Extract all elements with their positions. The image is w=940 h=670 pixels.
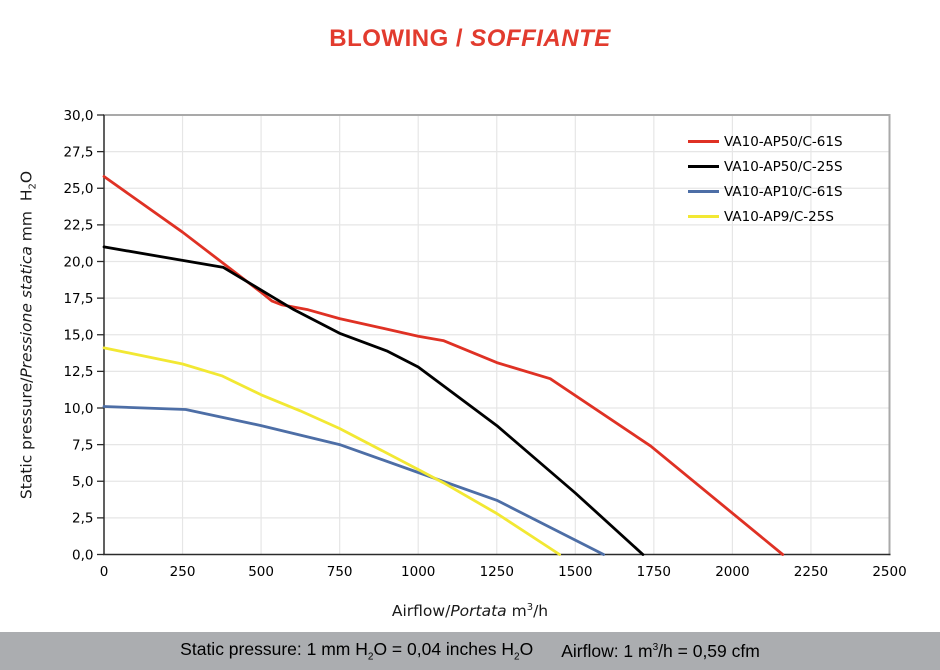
y-tick-label-17,5: 17,5 bbox=[63, 291, 93, 307]
y-tick-label-25,0: 25,0 bbox=[63, 181, 93, 197]
x-axis-title-unit: m bbox=[506, 602, 527, 621]
legend-label: VA10-AP9/C-25S bbox=[724, 208, 834, 225]
legend-label: VA10-AP50/C-61S bbox=[724, 133, 843, 150]
y-tick-label-5,0: 5,0 bbox=[72, 474, 93, 490]
x-tick-label-1500: 1500 bbox=[558, 564, 592, 580]
y-tick-label-10,0: 10,0 bbox=[63, 401, 93, 417]
y-tick-label-27,5: 27,5 bbox=[63, 144, 93, 160]
chart-title-en: BLOWING / bbox=[329, 25, 471, 52]
legend-line-swatch-red bbox=[688, 140, 719, 143]
footer-static-pressure-note: Static pressure: 1 mm H2O = 0,04 inches … bbox=[180, 639, 534, 663]
legend-label: VA10-AP10/C-61S bbox=[724, 183, 843, 200]
chart-title-it: SOFFIANTE bbox=[470, 25, 611, 52]
legend-item: VA10-AP50/C-25S bbox=[688, 154, 843, 179]
x-tick-label-1750: 1750 bbox=[637, 564, 671, 580]
y-tick-label-15,0: 15,0 bbox=[63, 328, 93, 344]
x-tick-label-1250: 1250 bbox=[480, 564, 514, 580]
y-tick-label-12,5: 12,5 bbox=[63, 364, 93, 380]
x-tick-label-500: 500 bbox=[248, 564, 274, 580]
y-tick-label-20,0: 20,0 bbox=[63, 254, 93, 270]
footer-bar: Static pressure: 1 mm H2O = 0,04 inches … bbox=[0, 632, 940, 670]
curve-VA10-AP50/C-25S bbox=[102, 245, 645, 556]
x-tick-label-2250: 2250 bbox=[794, 564, 828, 580]
y-axis-title-it: Pressione statica bbox=[17, 246, 36, 378]
legend-line-swatch-yellow bbox=[688, 215, 719, 218]
x-axis-title-superscript: 3 bbox=[526, 602, 534, 613]
y-axis-title-unit: mm H bbox=[17, 189, 36, 247]
y-axis-title-en: Static pressure/ bbox=[17, 377, 36, 500]
y-tick-label-30,0: 30,0 bbox=[63, 108, 93, 124]
legend-label: VA10-AP50/C-25S bbox=[724, 158, 843, 175]
legend-item: VA10-AP50/C-61S bbox=[688, 129, 843, 154]
y-tick-label-7,5: 7,5 bbox=[72, 437, 93, 453]
x-tick-label-750: 750 bbox=[327, 564, 353, 580]
legend-item: VA10-AP9/C-25S bbox=[688, 204, 843, 229]
y-tick-label-22,5: 22,5 bbox=[63, 218, 93, 234]
x-tick-label-2000: 2000 bbox=[715, 564, 749, 580]
x-axis-title: Airflow/Portata m3/h bbox=[0, 602, 940, 620]
legend: VA10-AP50/C-61S VA10-AP50/C-25S VA10-AP1… bbox=[688, 129, 843, 229]
x-tick-label-250: 250 bbox=[170, 564, 196, 580]
x-tick-label-1000: 1000 bbox=[401, 564, 435, 580]
legend-line-swatch-blue bbox=[688, 190, 719, 193]
y-axis-title-unit-end: O bbox=[17, 170, 36, 184]
curve-VA10-AP50/C-61S bbox=[102, 175, 785, 556]
legend-item: VA10-AP10/C-61S bbox=[688, 179, 843, 204]
footer-airflow-note: Airflow: 1 m3/h = 0,59 cfm bbox=[561, 640, 760, 661]
chart-title: BLOWING / SOFFIANTE bbox=[0, 25, 940, 53]
curve-VA10-AP10/C-61S bbox=[102, 405, 605, 556]
x-axis-title-it: Portata bbox=[450, 602, 507, 621]
x-axis-title-unit-end: /h bbox=[533, 602, 549, 621]
x-axis-title-en: Airflow/ bbox=[391, 602, 451, 621]
legend-line-swatch-black bbox=[688, 165, 719, 168]
x-tick-label-0: 0 bbox=[100, 564, 109, 580]
x-tick-label-2500: 2500 bbox=[872, 564, 906, 580]
curve-VA10-AP9/C-25S bbox=[102, 346, 561, 556]
y-axis-title-subscript: 2 bbox=[27, 183, 39, 190]
y-tick-label-0,0: 0,0 bbox=[72, 547, 93, 563]
y-tick-label-2,5: 2,5 bbox=[72, 511, 93, 527]
y-axis-title: Static pressure/Pressione statica mm H2O bbox=[17, 171, 38, 499]
